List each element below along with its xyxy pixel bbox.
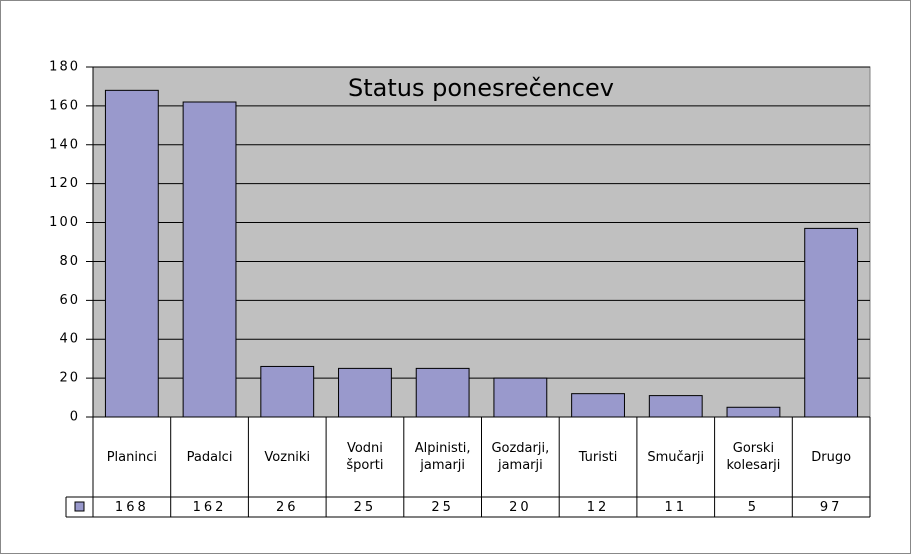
bar	[571, 393, 625, 418]
value-label: 168	[114, 499, 149, 515]
bar	[648, 395, 703, 418]
chart-title: Status ponesrečencev	[348, 74, 614, 102]
bar	[182, 101, 237, 418]
value-label: 12	[586, 499, 610, 515]
y-tick-label: 140	[49, 137, 80, 152]
x-tick-label: Gozdarji, jamarji	[491, 441, 550, 473]
value-label: 25	[353, 499, 377, 515]
value-label: 162	[192, 499, 227, 515]
x-tick-label: Vodni športi	[346, 441, 384, 473]
bar	[338, 367, 392, 418]
value-label: 97	[819, 499, 843, 515]
value-label: 25	[431, 499, 454, 515]
y-tick-label: 40	[59, 332, 80, 347]
value-label: 11	[664, 499, 687, 515]
bar	[104, 89, 159, 418]
legend-key	[74, 501, 85, 512]
x-tick-label: Planinci	[106, 449, 157, 465]
bar	[804, 227, 859, 418]
y-tick-label: 100	[49, 215, 80, 230]
x-tick-label: Vozniki	[264, 449, 311, 465]
value-label: 26	[275, 499, 299, 515]
x-tick-label: Gorski kolesarji	[726, 441, 781, 473]
x-tick-label: Turisti	[578, 449, 618, 465]
y-tick-label: 180	[49, 60, 80, 75]
x-tick-label: Drugo	[811, 449, 852, 465]
y-tick-label: 0	[70, 410, 80, 425]
y-tick-label: 160	[49, 98, 80, 113]
bar	[415, 367, 470, 418]
y-tick-label: 60	[59, 293, 80, 308]
x-tick-label: Alpinisti, jamarji	[414, 441, 471, 473]
value-label: 5	[747, 499, 760, 515]
x-tick-label: Padalci	[186, 449, 233, 465]
bar	[260, 365, 315, 418]
bar	[726, 406, 781, 418]
value-label: 20	[509, 499, 532, 515]
x-tick-label: Smučarji	[647, 449, 705, 465]
bar	[493, 377, 548, 418]
y-tick-label: 20	[59, 371, 80, 386]
y-tick-label: 80	[59, 254, 80, 269]
y-tick-label: 120	[49, 176, 80, 191]
